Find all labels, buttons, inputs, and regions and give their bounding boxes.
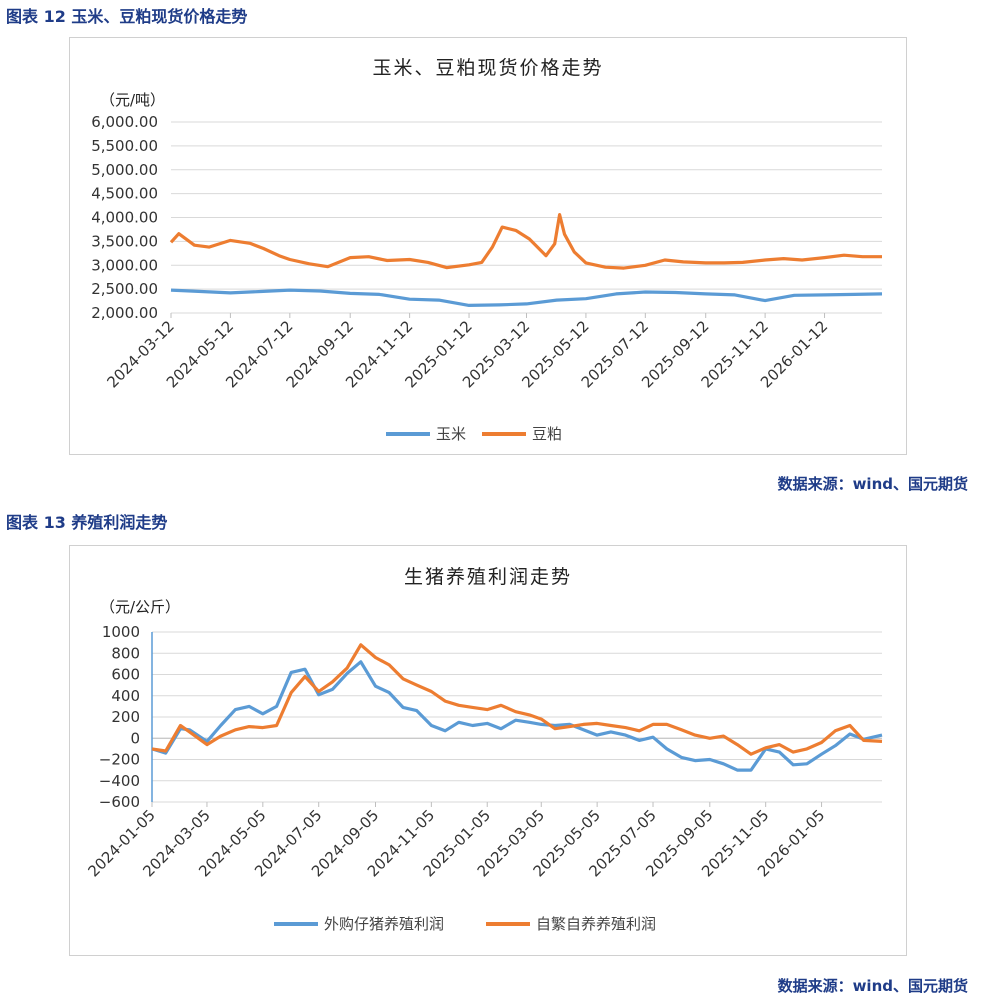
y-tick-label: 3,500.00 bbox=[91, 232, 158, 250]
y-tick-label: −400 bbox=[99, 772, 140, 790]
y-tick-label: 0 bbox=[130, 729, 140, 747]
chart2-title: 生猪养殖利润走势 bbox=[404, 566, 572, 588]
chart1-unit: （元/吨） bbox=[100, 91, 165, 109]
chart2-legend: 外购仔猪养殖利润 自繁自养养殖利润 bbox=[274, 915, 656, 933]
series-line-1 bbox=[151, 643, 883, 756]
chart1-gridlines bbox=[171, 121, 882, 314]
y-tick-label: −200 bbox=[99, 751, 140, 769]
y-tick-label: 800 bbox=[111, 644, 140, 662]
y-tick-label: 400 bbox=[111, 687, 140, 705]
chart1-x-ticks: 2024-03-122024-05-122024-07-122024-09-12… bbox=[103, 313, 831, 391]
chart1-title: 玉米、豆粕现货价格走势 bbox=[372, 57, 603, 79]
figure1-chart-box: 玉米、豆粕现货价格走势 （元/吨） 2,000.00 2,500.00 3,000.… bbox=[69, 37, 907, 455]
chart2-x-ticks: 2024-01-052024-03-052024-05-052024-07-05… bbox=[84, 802, 828, 880]
legend-label-corn: 玉米 bbox=[436, 425, 466, 443]
chart1-legend: 玉米 豆粕 bbox=[386, 425, 562, 443]
y-tick-label: −600 bbox=[99, 793, 140, 811]
y-tick-label: 4,500.00 bbox=[91, 185, 158, 203]
figure1-heading: 图表 12 玉米、豆粕现货价格走势 bbox=[6, 7, 248, 26]
legend-label-self-bred: 自繁自养养殖利润 bbox=[536, 915, 656, 933]
y-tick-label: 2,500.00 bbox=[91, 280, 158, 298]
y-tick-label: 1000 bbox=[102, 623, 140, 641]
chart1-y-ticks: 2,000.00 2,500.00 3,000.00 3,500.00 4,000.00… bbox=[91, 113, 158, 322]
y-tick-label: 5,000.00 bbox=[91, 161, 158, 179]
y-tick-label: 3,000.00 bbox=[91, 256, 158, 274]
figure2-source: 数据来源：wind、国元期货 bbox=[777, 977, 968, 995]
figure2-heading: 图表 13 养殖利润走势 bbox=[6, 513, 168, 532]
corn-soymeal-chart: 玉米、豆粕现货价格走势 （元/吨） 2,000.00 2,500.00 3,000.… bbox=[91, 57, 883, 443]
hog-profit-chart: 生猪养殖利润走势 （元/公斤） −600 −400 −200 0 200 400 600 80… bbox=[84, 566, 883, 933]
figure1-source: 数据来源：wind、国元期货 bbox=[777, 475, 968, 493]
legend-label-purchased-piglet: 外购仔猪养殖利润 bbox=[324, 915, 444, 933]
chart2-gridlines bbox=[151, 631, 882, 803]
chart2-series bbox=[151, 643, 883, 772]
chart2-unit: （元/公斤） bbox=[100, 598, 180, 616]
y-tick-label: 6,000.00 bbox=[91, 113, 158, 131]
y-tick-label: 600 bbox=[111, 666, 140, 684]
y-tick-label: 2,000.00 bbox=[91, 304, 158, 322]
chart1-series bbox=[169, 213, 883, 307]
series-line-1 bbox=[169, 213, 882, 270]
legend-label-soymeal: 豆粕 bbox=[532, 425, 562, 443]
figure2-chart-box: 生猪养殖利润走势 （元/公斤） −600 −400 −200 0 200 400 600 80… bbox=[69, 545, 907, 956]
y-tick-label: 5,500.00 bbox=[91, 137, 158, 155]
y-tick-label: 4,000.00 bbox=[91, 209, 158, 227]
y-tick-label: 200 bbox=[111, 708, 140, 726]
chart2-y-ticks: −600 −400 −200 0 200 400 600 800 1000 bbox=[99, 623, 140, 811]
series-line-0 bbox=[170, 288, 883, 307]
series-line-0 bbox=[151, 660, 883, 772]
